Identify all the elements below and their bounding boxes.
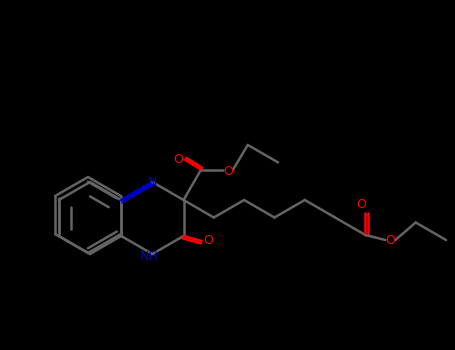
Text: NH: NH [140,250,159,262]
Text: O: O [223,165,233,178]
Text: O: O [173,153,183,166]
Text: O: O [356,198,366,211]
Text: O: O [385,233,395,246]
Text: O: O [203,234,213,247]
Text: N: N [148,175,157,189]
